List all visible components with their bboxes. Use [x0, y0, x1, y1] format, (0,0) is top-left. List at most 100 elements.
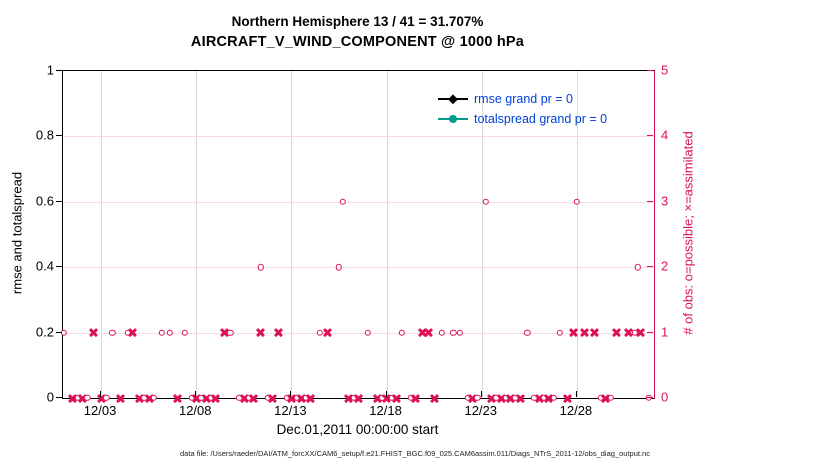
- obs-marker-possible: [150, 394, 157, 402]
- obs-marker-possible: [60, 329, 68, 336]
- obs-marker-assimilated: [274, 328, 283, 337]
- y-left-tick-label: 0.6: [35, 193, 54, 209]
- obs-marker-assimilated: [590, 328, 599, 337]
- obs-marker-assimilated: [580, 328, 589, 337]
- rmse-line-sample: [438, 94, 468, 104]
- y-left-tick-label: 0.2: [35, 324, 54, 340]
- y-right-tickmark: [647, 331, 653, 333]
- date-gridline: [576, 71, 578, 398]
- y-right-tickmark: [647, 70, 653, 71]
- obs-marker-possible: [573, 198, 581, 205]
- data-file-caption: data file: /Users/raeder/DAI/ATM_forcXX/…: [180, 449, 650, 458]
- obs-marker-assimilated: [268, 394, 277, 403]
- totalspread-circle-marker-icon: [449, 115, 457, 123]
- obs-marker-possible: [109, 329, 116, 336]
- obs-marker-assimilated: [128, 328, 137, 337]
- obs-marker-possible: [438, 329, 445, 336]
- x-tickmark: [290, 391, 292, 397]
- x-tickmark: [100, 391, 102, 397]
- obs-marker-assimilated: [173, 394, 182, 403]
- obs-marker-assimilated: [89, 328, 98, 337]
- obs-marker-possible: [550, 394, 557, 402]
- obs-marker-possible: [474, 394, 481, 402]
- obs-marker-assimilated: [516, 394, 525, 403]
- y-right-tickmark: [647, 397, 653, 398]
- obs-marker-assimilated: [323, 328, 332, 337]
- obs-marker-possible: [634, 263, 642, 271]
- y-right-tick-label: 5: [661, 62, 669, 78]
- y-right-tick-label: 4: [661, 127, 669, 143]
- y-left-tick-label: 1: [46, 62, 54, 78]
- obs-marker-possible: [166, 329, 173, 336]
- count-gridline: [63, 332, 654, 334]
- obs-marker-possible: [524, 329, 531, 336]
- obs-marker-possible: [339, 198, 346, 205]
- obs-marker-assimilated: [424, 328, 433, 337]
- y-right-tickmark: [647, 135, 653, 137]
- obs-marker-possible: [181, 329, 189, 336]
- legend-label-rmse: rmse grand pr = 0: [474, 92, 574, 106]
- y-right-tick-label: 0: [661, 389, 669, 405]
- x-axis-label: Dec.01,2011 00:00:00 start: [276, 422, 439, 437]
- x-tick-label: 12/28: [559, 403, 593, 418]
- legend-row-rmse: rmse grand pr = 0: [438, 89, 607, 109]
- obs-marker-possible: [449, 329, 457, 336]
- obs-marker-assimilated: [636, 328, 645, 337]
- legend-row-totalspread: totalspread grand pr = 0: [438, 109, 607, 129]
- obs-marker-possible: [158, 329, 166, 336]
- legend-label-totalspread: totalspread grand pr = 0: [474, 112, 608, 126]
- obs-marker-assimilated: [354, 394, 363, 403]
- plot-area: rmse grand pr = 0 totalspread grand pr =…: [60, 70, 655, 402]
- x-tickmark: [195, 391, 197, 397]
- y-left-tick-label: 0.4: [35, 258, 54, 274]
- y-right-tickmark: [647, 200, 653, 202]
- y-right-tick-label: 1: [661, 324, 669, 340]
- x-tickmark: [480, 391, 482, 397]
- obs-marker-possible: [227, 329, 234, 336]
- y-right-tickmark: [647, 266, 653, 268]
- obs-marker-possible: [364, 329, 371, 336]
- obs-marker-assimilated: [411, 394, 420, 403]
- obs-marker-assimilated: [249, 394, 258, 403]
- y-left-tickmark: [56, 266, 62, 268]
- y-axis-label-left: rmse and totalspread: [9, 171, 25, 295]
- count-gridline: [63, 201, 654, 203]
- y-left-tick-label: 0.8: [35, 127, 54, 143]
- obs-marker-assimilated: [392, 394, 401, 403]
- obs-marker-possible: [556, 329, 563, 336]
- x-tickmark: [385, 391, 387, 397]
- chart-subtitle: AIRCRAFT_V_WIND_COMPONENT @ 1000 hPa: [190, 34, 525, 50]
- chart-title: Northern Hemisphere 13 / 41 = 31.707%: [231, 14, 484, 29]
- obs-marker-possible: [257, 263, 265, 271]
- y-left-tickmark: [56, 200, 62, 202]
- y-left-tick-label: 0: [46, 389, 54, 405]
- totalspread-line-sample: [438, 115, 468, 123]
- y-right-tick-label: 2: [661, 258, 669, 274]
- obs-marker-assimilated: [430, 394, 439, 403]
- count-gridline: [63, 136, 654, 138]
- obs-marker-possible: [456, 329, 464, 336]
- x-tick-label: 12/13: [274, 403, 307, 418]
- date-gridline: [481, 71, 483, 398]
- obs-marker-possible: [103, 394, 110, 402]
- date-gridline: [101, 71, 103, 398]
- legend: rmse grand pr = 0 totalspread grand pr =…: [438, 89, 607, 129]
- obs-marker-possible: [83, 394, 91, 402]
- obs-marker-assimilated: [306, 394, 315, 403]
- y-axis-label-right: # of obs: o=possible; ×=assimilated: [680, 131, 696, 335]
- date-gridline: [386, 71, 388, 398]
- obs-marker-possible: [645, 394, 652, 402]
- y-left-tickmark: [56, 397, 62, 398]
- x-tick-label: 12/08: [178, 403, 212, 418]
- obs-marker-assimilated: [256, 328, 265, 337]
- y-left-tickmark: [56, 70, 62, 71]
- obs-marker-assimilated: [211, 394, 220, 403]
- y-right-tick-label: 3: [661, 193, 669, 209]
- obs-marker-assimilated: [116, 394, 125, 403]
- count-gridline: [63, 267, 654, 269]
- x-tick-label: 12/23: [464, 403, 498, 418]
- rmse-diamond-marker-icon: [448, 94, 458, 104]
- x-tick-label: 12/03: [83, 403, 117, 418]
- obs-marker-possible: [482, 198, 489, 205]
